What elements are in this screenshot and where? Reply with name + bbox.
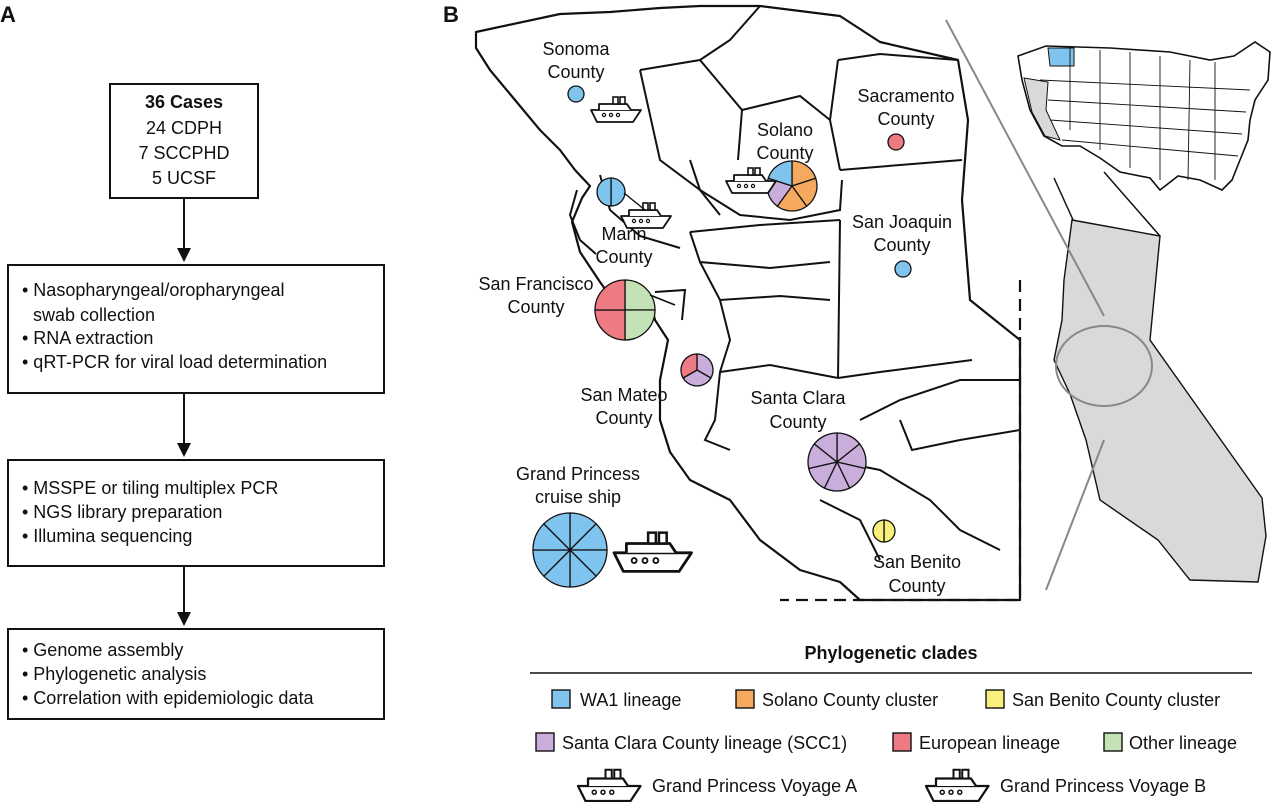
legend-swatch [535, 732, 555, 752]
label-grand-princess: Grand Princess [516, 464, 640, 484]
legend-label: European lineage [919, 733, 1060, 753]
pie-slice [542, 512, 571, 552]
pie-grand-princess-cruise-ship [532, 512, 608, 588]
pie-slice [594, 309, 626, 341]
pie-sacramento [887, 133, 905, 151]
legend-swatch [551, 689, 571, 709]
pie-san-joaquin [894, 260, 912, 278]
county-label-san-francisco: County [507, 297, 564, 317]
legend-swatch [735, 689, 755, 709]
pie-slice [813, 432, 838, 464]
pie-slice [883, 519, 896, 543]
county-label-san-benito: San Benito [873, 552, 961, 572]
cases-title: 36 Cases [145, 92, 223, 112]
pointer-line [623, 192, 646, 211]
pie-slice [894, 260, 912, 278]
pie-slice [680, 353, 698, 379]
county-label-san-joaquin: San Joaquin [852, 212, 952, 232]
legend-label: WA1 lineage [580, 690, 681, 710]
legend-label: San Benito County cluster [1012, 690, 1220, 710]
county-label-sonoma: County [547, 62, 604, 82]
legend-title: Phylogenetic clades [804, 643, 977, 663]
label-grand-princess: cruise ship [535, 487, 621, 507]
flow-box-cases: 36 Cases 24 CDPH 7 SCCPHD 5 UCSF [109, 83, 259, 199]
legend-label: Other lineage [1129, 733, 1237, 753]
zoom-line [945, 19, 1105, 317]
flow-arrowhead [177, 443, 191, 457]
legend-label: Grand Princess Voyage A [652, 776, 857, 796]
pie-san-benito [872, 519, 896, 543]
panel-b-label: B [443, 2, 459, 27]
step-text: • RNA extraction [22, 328, 153, 348]
pie-slice [596, 177, 612, 207]
cases-line: 7 SCCPHD [138, 143, 229, 163]
step-text: • Phylogenetic analysis [22, 664, 206, 684]
us-map-inset [1017, 41, 1271, 237]
legend: Phylogenetic clades WA1 lineage Solano C… [530, 643, 1252, 802]
step-text: • Correlation with epidemiologic data [22, 688, 314, 708]
pie-chart-layer [532, 85, 912, 588]
pie-sonoma [567, 85, 585, 103]
legend-label: Santa Clara County lineage (SCC1) [562, 733, 847, 753]
county-label-san-mateo: County [595, 408, 652, 428]
california-inset [1053, 219, 1267, 583]
pie-slice [594, 279, 626, 311]
flow-arrowhead [177, 248, 191, 262]
flow-box-sampling: • Nasopharyngeal/oropharyngeal swab coll… [7, 264, 385, 394]
county-label-san-benito: County [888, 576, 945, 596]
step-text: • Genome assembly [22, 640, 183, 660]
county-label-santa-clara: Santa Clara [750, 388, 846, 408]
legend-swatch [892, 732, 912, 752]
pie-slice [624, 279, 656, 311]
ship-icon-large [612, 531, 693, 573]
cases-line: 24 CDPH [146, 118, 222, 138]
county-label-solano: Solano [757, 120, 813, 140]
pointer-line [649, 294, 676, 306]
legend-label: Grand Princess Voyage B [1000, 776, 1206, 796]
county-label-sacramento: County [877, 109, 934, 129]
pie-slice [624, 309, 656, 341]
county-label-san-joaquin: County [873, 235, 930, 255]
county-label-marin: Marin [601, 224, 646, 244]
step-text: • qRT-PCR for viral load determination [22, 352, 327, 372]
pie-slice [567, 85, 585, 103]
county-label-solano: County [756, 143, 813, 163]
pie-santa-clara [807, 432, 867, 492]
pie-slice [610, 177, 626, 207]
flow-box-sequencing: • MSSPE or tiling multiplex PCR • NGS li… [7, 459, 385, 567]
step-text: • Illumina sequencing [22, 526, 192, 546]
county-label-sonoma: Sonoma [542, 39, 610, 59]
step-text: swab collection [33, 305, 155, 325]
cases-line: 5 UCSF [152, 168, 216, 188]
county-label-san-mateo: San Mateo [580, 385, 667, 405]
panel-a-label: A [0, 2, 16, 27]
dashed-boundary [780, 280, 1022, 602]
step-text: • Nasopharyngeal/oropharyngeal [22, 280, 284, 300]
ship-voyage-b-icon [924, 768, 990, 802]
pie-solano [766, 160, 818, 212]
county-label-sacramento: Sacramento [857, 86, 954, 106]
legend-swatch [985, 689, 1005, 709]
pie-san-francisco [594, 279, 656, 341]
pie-marin [596, 177, 626, 207]
ship-voyage-a-icon [576, 768, 642, 802]
coastline [474, 4, 1022, 602]
pie-slice [682, 369, 712, 387]
legend-swatch [1103, 732, 1123, 752]
step-text: • NGS library preparation [22, 502, 222, 522]
legend-label: Solano County cluster [762, 690, 938, 710]
pie-slice [872, 519, 885, 543]
pie-slice [767, 160, 793, 187]
county-label-san-francisco: San Francisco [478, 274, 593, 294]
county-label-marin: County [595, 247, 652, 267]
step-text: • MSSPE or tiling multiplex PCR [22, 478, 278, 498]
pie-slice [887, 133, 905, 151]
flow-arrowhead [177, 612, 191, 626]
flow-box-analysis: • Genome assembly • Phylogenetic analysi… [7, 628, 385, 720]
bay-area-county-map [474, 4, 1022, 602]
pie-san-mateo [680, 353, 714, 387]
zoom-line [1045, 439, 1105, 591]
county-label-santa-clara: County [769, 412, 826, 432]
